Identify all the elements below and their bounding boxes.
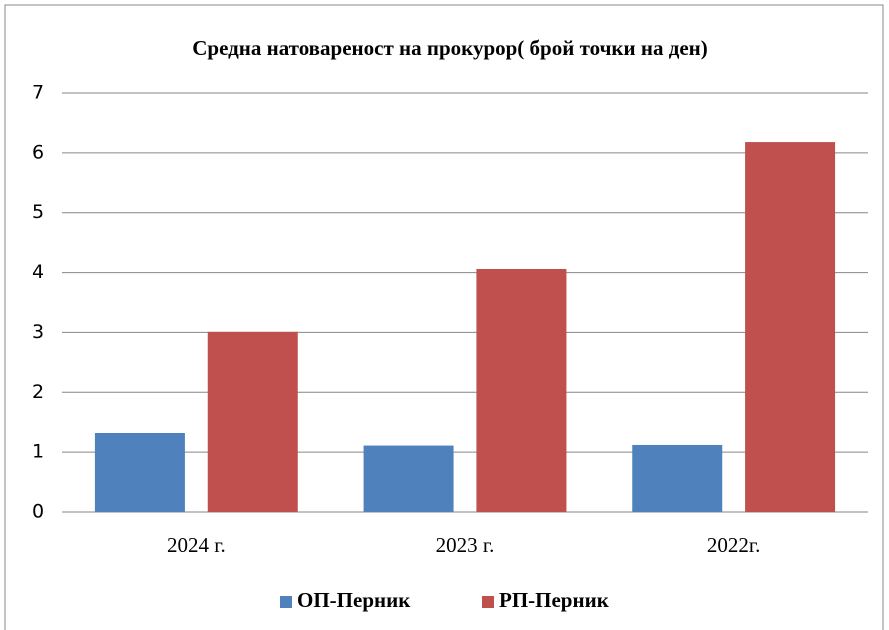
legend-swatch [280, 596, 292, 608]
y-tick-label: 6 [32, 141, 44, 163]
y-tick-label: 7 [32, 82, 44, 104]
bar [476, 268, 567, 512]
y-tick-label: 4 [32, 261, 44, 283]
legend-label: ОП-Перник [297, 588, 411, 612]
y-tick-label: 1 [32, 441, 44, 463]
bar [94, 432, 185, 512]
x-tick-label: 2023 г. [436, 533, 495, 557]
bar [207, 331, 298, 512]
bar [745, 142, 836, 512]
legend-label: РП-Перник [499, 588, 610, 612]
chart-title: Средна натовареност на прокурор( брой то… [192, 36, 708, 60]
x-tick-label: 2024 г. [167, 533, 226, 557]
legend-swatch [482, 596, 494, 608]
x-tick-label: 2022г. [707, 533, 761, 557]
y-tick-label: 2 [32, 381, 44, 403]
y-tick-label: 0 [32, 501, 44, 523]
bar [632, 444, 723, 512]
y-tick-label: 3 [32, 321, 44, 343]
chart-border [4, 4, 884, 630]
bar [363, 445, 454, 512]
y-tick-label: 5 [32, 201, 44, 223]
